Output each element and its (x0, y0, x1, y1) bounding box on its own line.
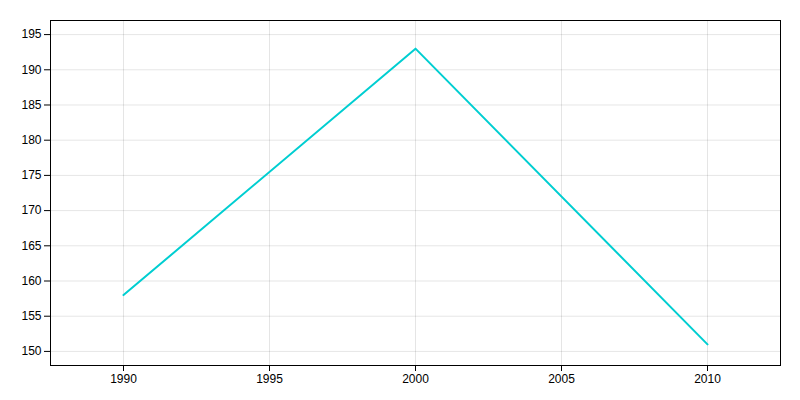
svg-text:155: 155 (21, 309, 41, 323)
svg-text:2005: 2005 (548, 372, 575, 386)
svg-text:1990: 1990 (110, 372, 137, 386)
svg-text:165: 165 (21, 239, 41, 253)
svg-text:160: 160 (21, 274, 41, 288)
svg-text:1995: 1995 (256, 372, 283, 386)
svg-text:180: 180 (21, 133, 41, 147)
svg-text:190: 190 (21, 63, 41, 77)
svg-text:175: 175 (21, 168, 41, 182)
svg-text:195: 195 (21, 27, 41, 41)
svg-text:185: 185 (21, 98, 41, 112)
svg-text:2000: 2000 (402, 372, 429, 386)
svg-text:2010: 2010 (694, 372, 721, 386)
svg-text:150: 150 (21, 344, 41, 358)
svg-text:170: 170 (21, 203, 41, 217)
